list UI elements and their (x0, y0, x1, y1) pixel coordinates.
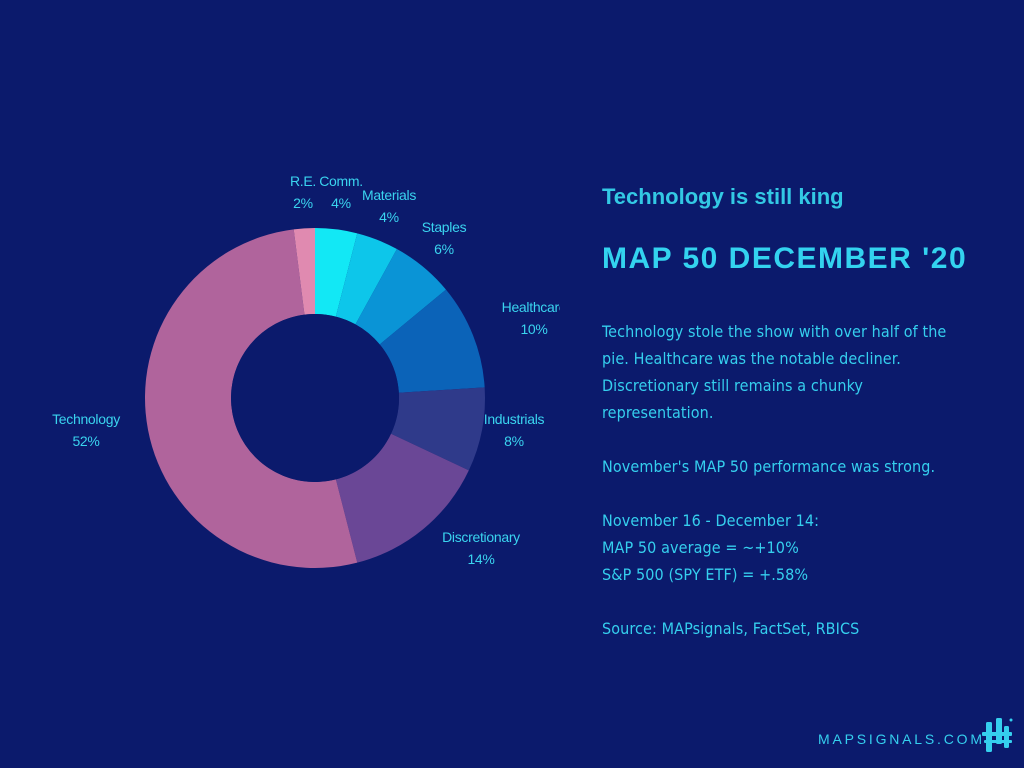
slice-name-materials: Materials (362, 187, 416, 203)
summary-line: Technology stole the show with over half… (602, 322, 947, 341)
donut-labels: Comm. 4% Materials 4% Staples 6% Healthcare 10%… (52, 173, 560, 567)
donut-slice-discretionary (335, 433, 469, 563)
site-link[interactable]: MAPSIGNALS.COM (818, 731, 985, 747)
donut-slice-healthcare (379, 289, 485, 393)
donut-slice-technology (144, 229, 358, 568)
slice-name-discretionary: Discretionary (442, 529, 520, 545)
summary-line: representation. (602, 403, 714, 422)
source-note: Source: MAPsignals, FactSet, RBICS (602, 619, 860, 638)
slice-value-technology: 52% (72, 433, 99, 449)
donut-slice-comm (315, 228, 358, 317)
donut-slice-materials (335, 233, 397, 325)
source-paragraph: Source: MAPsignals, FactSet, RBICS (602, 615, 972, 642)
slice-value-discretionary: 14% (467, 551, 494, 567)
slice-name-technology: Technology (52, 411, 120, 427)
slice-value-r-e: 2% (293, 195, 313, 211)
slice-name-r-e: R.E. (290, 173, 316, 189)
slice-name-industrials: Industrials (484, 411, 545, 427)
summary-line: Discretionary still remains a chunky (602, 376, 864, 395)
slice-value-staples: 6% (434, 241, 454, 257)
summary-paragraph: Technology stole the show with over half… (602, 318, 972, 426)
mapsignals-logo-icon[interactable] (982, 716, 1014, 756)
slice-name-healthcare: Healthcare (502, 299, 560, 315)
performance-line: November's MAP 50 performance was strong… (602, 457, 936, 476)
description-text: Technology stole the show with over half… (602, 318, 972, 669)
page-title: MAP 50 DECEMBER '20 (602, 242, 968, 275)
stats-paragraph: November 16 - December 14: MAP 50 averag… (602, 507, 972, 588)
slice-value-healthcare: 10% (520, 321, 547, 337)
donut-slices (144, 228, 486, 568)
sp500-return: S&P 500 (SPY ETF) = +.58% (602, 565, 809, 584)
slice-value-industrials: 8% (504, 433, 524, 449)
donut-hole (231, 314, 399, 482)
date-range: November 16 - December 14: (602, 511, 820, 530)
sector-donut-chart: Comm. 4% Materials 4% Staples 6% Healthcare 10%… (52, 173, 560, 568)
donut-slice-staples (355, 249, 446, 345)
subtitle: Technology is still king (602, 184, 844, 209)
donut-slice-r-e (293, 228, 315, 315)
summary-line: pie. Healthcare was the notable decliner… (602, 349, 901, 368)
slice-name-comm: Comm. (319, 173, 363, 189)
slice-name-staples: Staples (422, 219, 467, 235)
slice-value-materials: 4% (379, 209, 399, 225)
performance-paragraph: November's MAP 50 performance was strong… (602, 453, 972, 480)
slice-value-comm: 4% (331, 195, 351, 211)
map50-average: MAP 50 average = ~+10% (602, 538, 799, 557)
donut-slice-industrials (391, 387, 486, 471)
